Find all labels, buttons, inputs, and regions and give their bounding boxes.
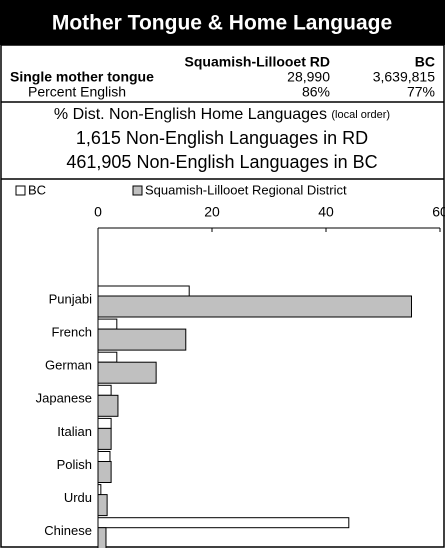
- column-header: BC: [415, 54, 435, 70]
- row-label: Single mother tongue: [10, 69, 154, 85]
- bar: [97, 451, 111, 462]
- cell: 86%: [302, 84, 330, 100]
- bar: [97, 351, 118, 363]
- bar: [97, 285, 190, 297]
- note-line: 461,905 Non-English Languages in BC: [66, 152, 377, 172]
- bar: [97, 328, 187, 351]
- x-tick-label: 60: [432, 204, 445, 220]
- x-tick-label: 20: [204, 204, 220, 220]
- y-tick-label: Chinese: [44, 523, 92, 538]
- bar: [97, 361, 157, 384]
- bar: [97, 318, 118, 330]
- legend-label: BC: [28, 182, 46, 197]
- cell: 28,990: [287, 69, 330, 85]
- cell: 3,639,815: [373, 69, 435, 85]
- x-tick-label: 40: [318, 204, 334, 220]
- cell: 77%: [407, 84, 435, 100]
- notes-heading: % Dist. Non-English Home Languages (loca…: [54, 106, 390, 123]
- y-tick-label: Urdu: [64, 490, 92, 505]
- legend-swatch: [15, 185, 26, 196]
- title-bar: [0, 0, 445, 45]
- bar: [97, 384, 112, 396]
- y-tick-label: Italian: [57, 424, 92, 439]
- heading: % Dist. Non-English Home Languages: [54, 106, 327, 123]
- x-tick-label: 0: [94, 204, 102, 220]
- bar: [97, 517, 350, 529]
- bar: [97, 394, 119, 417]
- bar: [97, 494, 108, 517]
- qualifier: (local order): [331, 109, 390, 121]
- bar: [97, 427, 112, 450]
- y-tick-label: Japanese: [36, 391, 92, 406]
- bar: [97, 295, 412, 318]
- chart: BC Squamish-Lillooet Regional District 0 20…: [15, 182, 445, 548]
- y-tick-label: German: [45, 358, 92, 373]
- y-tick-label: Punjabi: [49, 291, 92, 306]
- column-header: Squamish-Lillooet RD: [185, 54, 330, 70]
- note-line: 1,615 Non-English Languages in RD: [76, 128, 368, 148]
- bar: [97, 527, 107, 548]
- bar: [97, 417, 112, 429]
- legend-label: Squamish-Lillooet Regional District: [145, 182, 347, 197]
- y-tick-label: Polish: [57, 457, 92, 472]
- title: Mother Tongue & Home Language: [52, 12, 392, 35]
- y-tick-label: French: [52, 325, 92, 340]
- bar: [97, 461, 112, 483]
- frame: [0, 44, 445, 548]
- row-label: Percent English: [28, 84, 126, 100]
- legend-swatch: [132, 185, 143, 196]
- bar: [97, 484, 102, 496]
